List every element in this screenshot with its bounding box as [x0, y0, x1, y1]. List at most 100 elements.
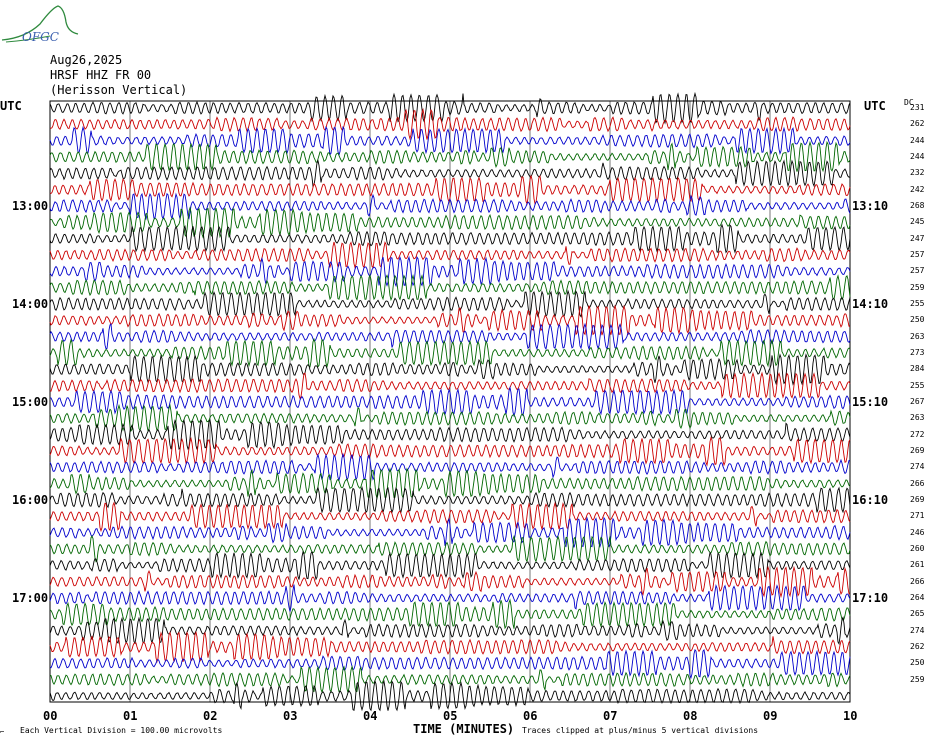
dc-offset-label: 247	[910, 233, 925, 243]
dc-offset-label: 250	[910, 658, 925, 668]
scale-marker-icon: ⌐	[0, 728, 5, 736]
trace-row	[49, 322, 851, 351]
x-tick-label: 05	[443, 709, 458, 723]
dc-offset-label: 262	[910, 641, 925, 651]
trace-row	[49, 140, 851, 173]
dc-offset-label: 266	[910, 478, 925, 488]
x-tick-label: 04	[363, 709, 378, 723]
trace-row	[49, 159, 851, 188]
trace-row	[49, 630, 851, 664]
dc-offset-label: 272	[910, 429, 925, 439]
trace-row	[49, 304, 851, 336]
dc-offset-label: 262	[910, 119, 925, 129]
right-time-label: 13:10	[852, 198, 889, 213]
scale-note: Each Vertical Division = 100.00 microvol…	[20, 726, 223, 735]
x-tick-label: 10	[843, 709, 858, 723]
dc-offset-label: 255	[910, 380, 925, 390]
trace-row	[49, 648, 851, 679]
dc-offset-label: 267	[910, 396, 925, 406]
trace-row	[49, 91, 851, 125]
trace-row	[49, 255, 851, 288]
dc-offset-label: 269	[910, 494, 925, 504]
trace-row	[49, 565, 851, 599]
dc-offset-label: 232	[910, 168, 925, 178]
left-time-label: 17:00	[12, 590, 49, 605]
dc-offset-label: 265	[910, 609, 925, 619]
trace-row	[49, 206, 851, 239]
dc-offset-label: 259	[910, 282, 925, 292]
trace-row	[49, 337, 851, 369]
dc-offset-label: 264	[910, 592, 925, 602]
dc-offset-label: 259	[910, 674, 925, 684]
right-time-label: 17:10	[852, 590, 889, 605]
x-tick-label: 08	[683, 709, 698, 723]
dc-offset-label: 245	[910, 217, 925, 227]
x-tick-label: 00	[43, 709, 58, 723]
trace-row	[49, 583, 851, 612]
dc-offset-label: 269	[910, 445, 925, 455]
right-time-label: 16:10	[852, 492, 889, 507]
station-code: HRSF HHZ FR 00	[50, 68, 152, 82]
trace-row	[49, 436, 851, 467]
x-axis-label: TIME (MINUTES)	[413, 722, 515, 736]
trace-row	[49, 107, 851, 141]
x-tick-label: 07	[603, 709, 618, 723]
logo-text: OFGC	[22, 30, 59, 44]
trace-row	[49, 273, 851, 302]
dc-offset-label: 244	[910, 151, 925, 161]
dc-offset-label: 261	[910, 560, 925, 570]
ofgc-logo: OFGC	[1, 5, 79, 44]
left-time-label: 16:00	[12, 492, 49, 507]
trace-row	[49, 418, 851, 451]
x-tick-label: 06	[523, 709, 538, 723]
dc-offset-label: 231	[910, 103, 925, 112]
trace-row	[49, 679, 851, 712]
utc-label-right: UTC	[864, 99, 886, 113]
trace-row	[49, 664, 851, 694]
dc-offset-label: 263	[910, 331, 925, 341]
dc-offset-label: 260	[910, 543, 925, 553]
trace-row	[49, 616, 851, 645]
trace-row	[49, 223, 851, 254]
dc-offset-label: 250	[910, 315, 925, 325]
dc-offset-label: 257	[910, 266, 925, 276]
dc-offset-label: 255	[910, 298, 925, 308]
x-tick-label: 02	[203, 709, 218, 723]
x-tick-label: 03	[283, 709, 298, 723]
trace-row	[49, 289, 851, 319]
dc-offset-label: 273	[910, 347, 925, 357]
dc-offset-label: 257	[910, 249, 925, 259]
trace-row	[49, 371, 851, 400]
trace-row	[49, 550, 851, 581]
right-time-label: 14:10	[852, 296, 889, 311]
dc-offset-label: 242	[910, 184, 925, 194]
clip-note: Traces clipped at plus/minus 5 vertical …	[522, 726, 759, 735]
right-time-label: 15:10	[852, 394, 889, 409]
dc-offset-label: 266	[910, 576, 925, 586]
dc-offset-label: 274	[910, 625, 925, 635]
trace-row	[50, 385, 851, 418]
trace-row	[49, 467, 851, 501]
left-time-label: 13:00	[12, 198, 49, 213]
trace-row	[49, 241, 851, 270]
dc-offset-label: 284	[910, 364, 925, 374]
utc-label-left: UTC	[0, 99, 22, 113]
trace-row	[49, 192, 851, 221]
dc-offset-label: 244	[910, 135, 925, 145]
dc-offset-label: 274	[910, 462, 925, 472]
left-time-label: 14:00	[12, 296, 49, 311]
trace-row	[49, 175, 851, 206]
station-description: (Herisson Vertical)	[50, 83, 188, 97]
trace-row	[49, 125, 851, 157]
trace-row	[49, 486, 851, 515]
dc-offset-label: 271	[910, 511, 925, 521]
dc-offset-label: 268	[910, 200, 925, 210]
x-tick-label: 09	[763, 709, 778, 723]
dc-offset-label: 263	[910, 413, 925, 423]
chart-date: Aug26,2025	[50, 53, 123, 67]
trace-row	[49, 501, 851, 533]
x-tick-label: 01	[123, 709, 138, 723]
plot-frame	[49, 100, 851, 703]
dc-offset-label: 246	[910, 527, 925, 537]
dc-label: DC	[904, 98, 914, 107]
